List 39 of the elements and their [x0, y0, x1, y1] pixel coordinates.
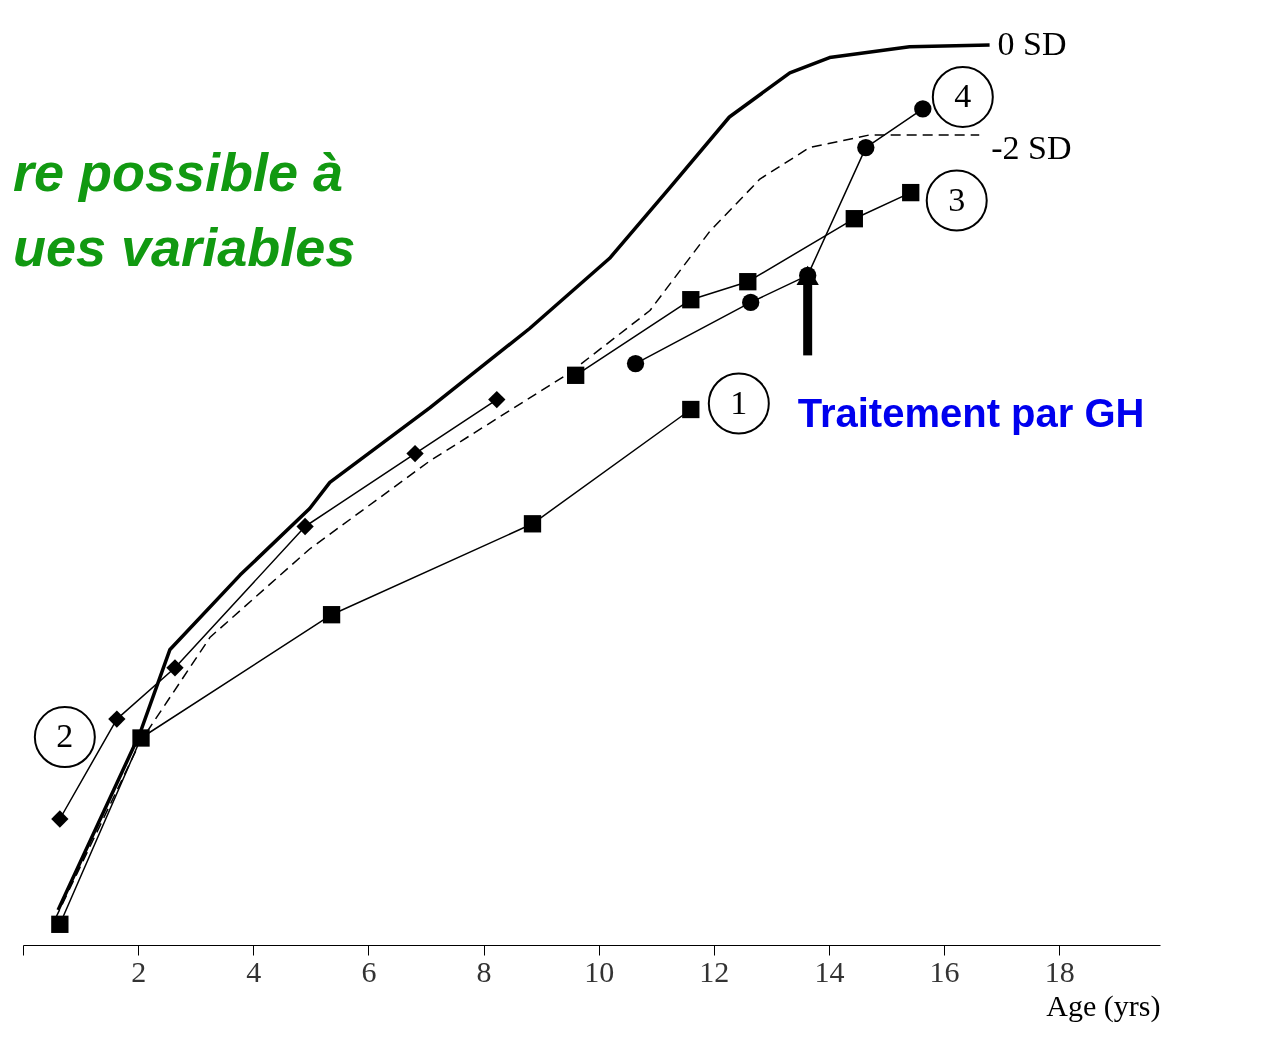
point [406, 444, 424, 463]
annotation: Traitement par GH [797, 391, 1145, 436]
x-tick-label: 2 [131, 954, 147, 988]
x-tick-label: 8 [476, 954, 492, 988]
x-tick-label: 16 [929, 954, 960, 988]
point [682, 291, 700, 309]
point [914, 100, 932, 118]
annotation: re possible à [13, 142, 344, 202]
point [51, 915, 69, 933]
x-tick-label: 14 [814, 954, 845, 988]
point [857, 138, 875, 157]
x-tick-label: 18 [1044, 954, 1075, 988]
point [296, 517, 314, 536]
point [523, 515, 542, 533]
point [739, 273, 757, 291]
point [626, 354, 645, 373]
legend-label: -2 SD [991, 129, 1072, 166]
series-label: 3 [948, 180, 966, 218]
point [108, 710, 126, 728]
point [132, 729, 150, 747]
point [845, 210, 863, 228]
series-label: 4 [954, 76, 972, 114]
point [742, 293, 760, 312]
series-label: 0 SD [997, 25, 1067, 62]
point [488, 390, 506, 409]
point [682, 400, 700, 419]
series-label: 1 [730, 383, 748, 421]
x-tick-label: 6 [361, 954, 377, 988]
x-tick-label: 12 [699, 954, 730, 988]
point [51, 810, 69, 828]
point [902, 183, 920, 202]
annotation: ues variables [13, 217, 356, 277]
point [567, 366, 585, 384]
x-tick-label: 10 [584, 954, 615, 988]
x-axis-title: Age (yrs) [1046, 988, 1161, 1023]
x-tick-label: 4 [246, 954, 262, 988]
series-label: 2 [56, 717, 74, 755]
point [166, 659, 184, 677]
point [322, 606, 341, 624]
